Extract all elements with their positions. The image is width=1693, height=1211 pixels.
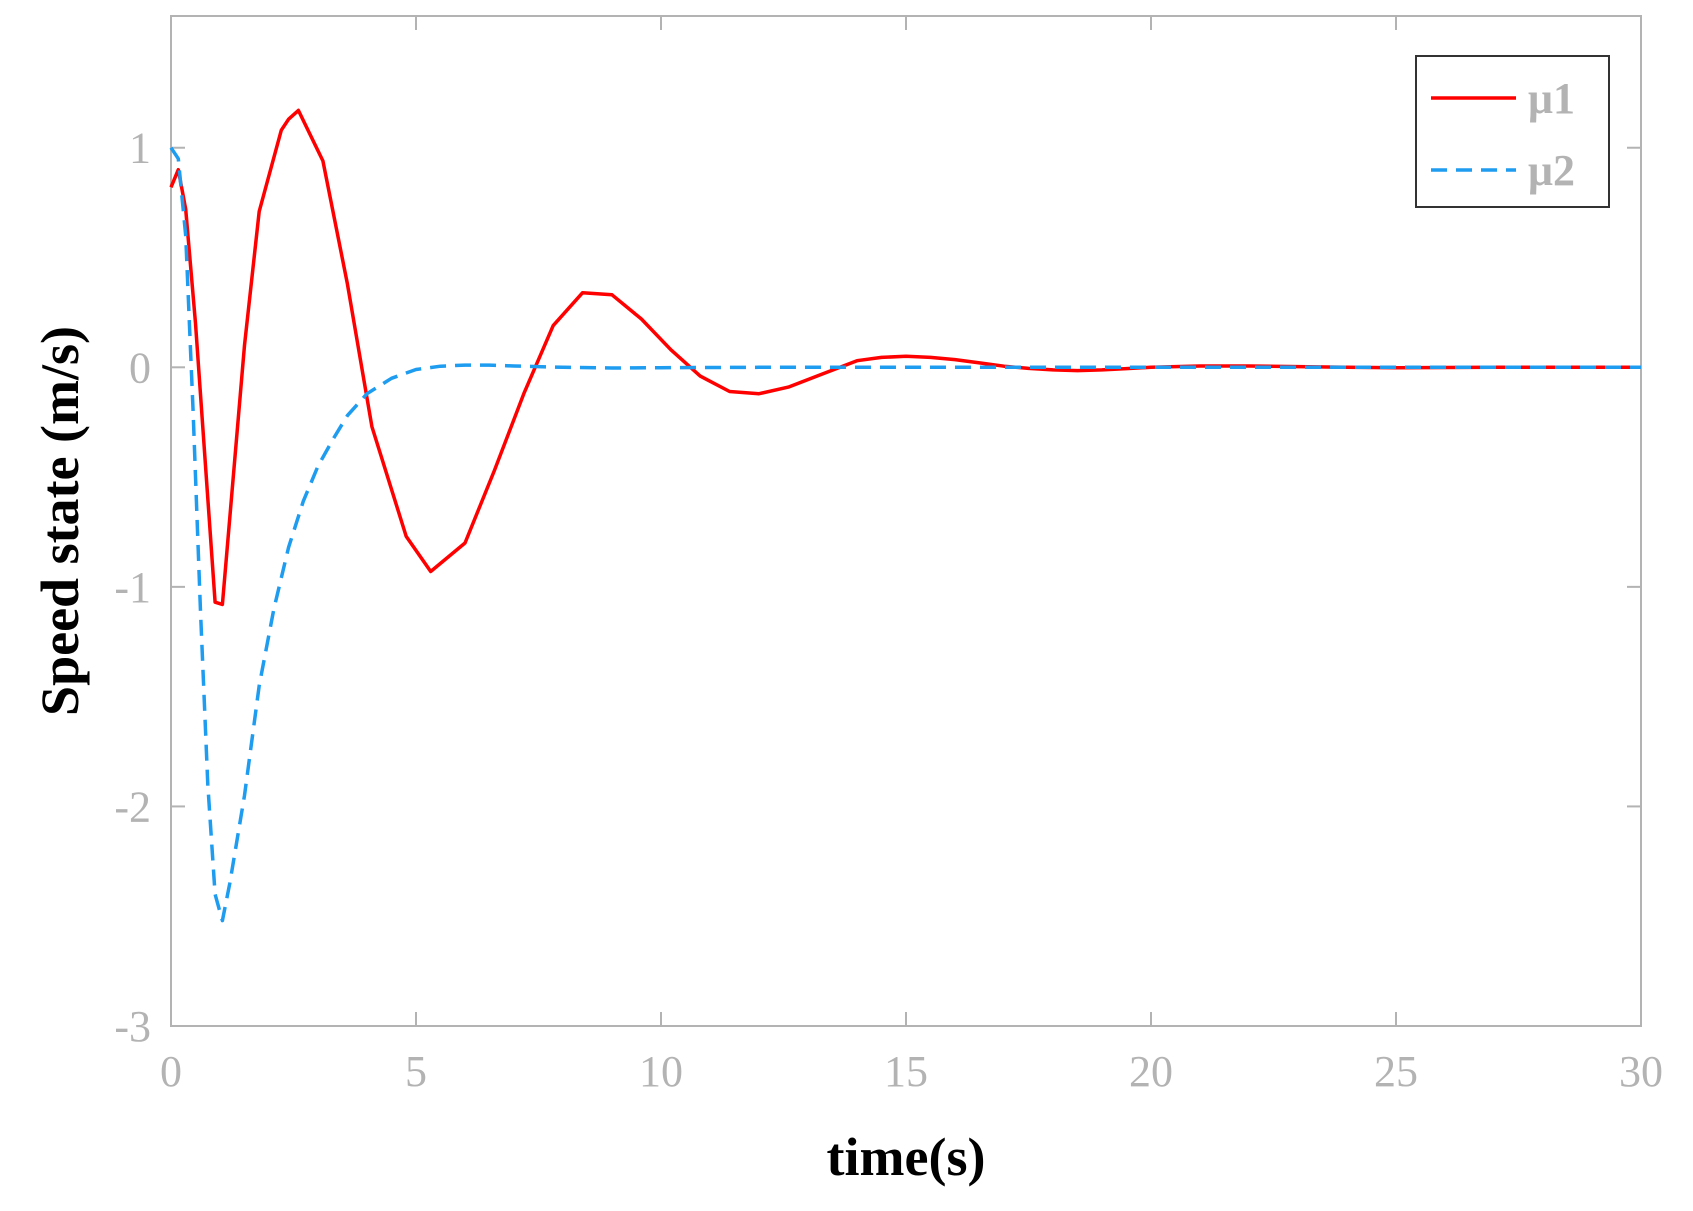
series-line-2 [169,146,1641,923]
x-tick-label: 10 [639,1047,683,1096]
x-tick-label: 20 [1129,1047,1173,1096]
x-axis-title: time(s) [827,1127,986,1187]
tick-labels: 0 5 10 15 20 25 30 -3 -2 -1 0 1 [114,124,1663,1096]
y-tick-label: -2 [114,782,151,831]
y-tick-label: -1 [114,563,151,612]
legend-label-2: μ2 [1528,146,1575,195]
y-tick-label: -3 [114,1002,151,1051]
y-axis-title: Speed state (m/s) [30,326,90,716]
y-tick-label: 0 [129,343,151,392]
series-layer [169,108,1641,923]
x-tick-label: 30 [1619,1047,1663,1096]
y-tick-label: 1 [129,124,151,173]
legend-box [1415,55,1610,208]
x-tick-label: 15 [884,1047,928,1096]
legend-label-1: μ1 [1528,74,1575,123]
x-tick-label: 25 [1374,1047,1418,1096]
x-tick-label: 5 [405,1047,427,1096]
x-tick-label: 0 [160,1047,182,1096]
series-line-1 [169,108,1641,607]
